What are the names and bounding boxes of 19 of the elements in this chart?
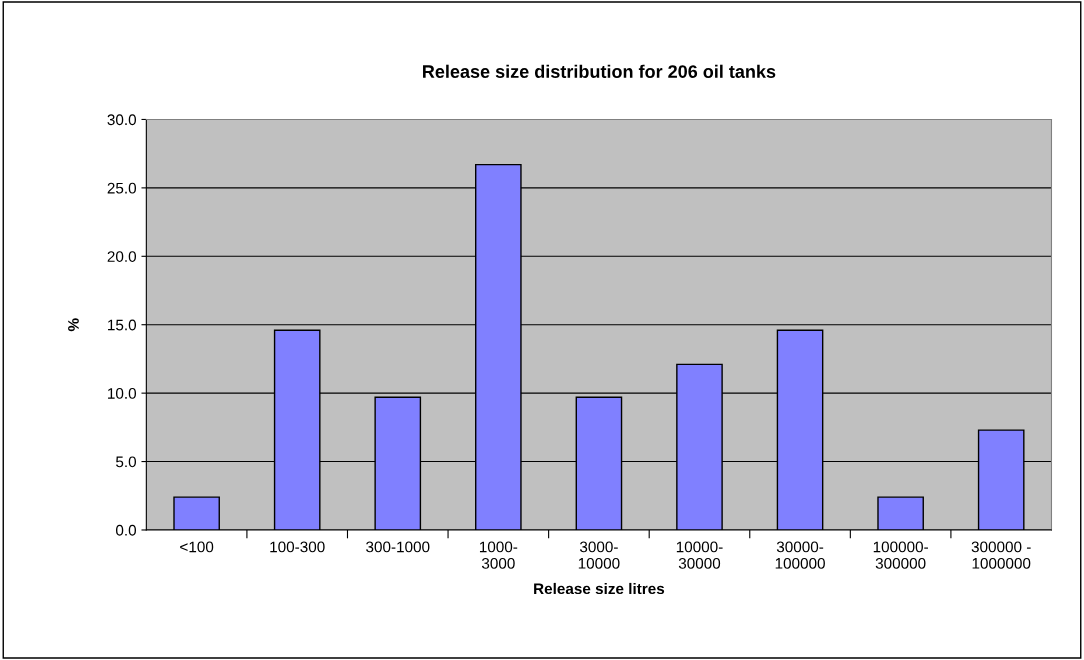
x-tick-label: 1000- 3000	[479, 541, 518, 569]
x-tick-label: 10000- 30000	[676, 541, 723, 569]
y-tick-label: 10.0	[108, 388, 137, 399]
x-tick-label: <100	[180, 541, 214, 553]
y-tick-label: 5.0	[115, 456, 137, 468]
x-axis-title: Release size litres	[534, 582, 665, 595]
x-tick-label: 300000 - 1000000	[971, 541, 1031, 569]
y-tick-label: 20.0	[107, 251, 137, 262]
x-tick-label: 30000- 100000	[775, 541, 825, 569]
x-tick-label: 300-1000	[366, 541, 430, 553]
chart-title: Release size distribution for 206 oil tanks	[423, 64, 776, 78]
y-tick-label: 30.0	[107, 114, 137, 126]
y-tick-label: 15.0	[108, 319, 137, 331]
x-tick-label: 3000- 10000	[578, 541, 620, 569]
x-tick-label: 100000- 300000	[873, 541, 928, 569]
y-axis-title: %	[68, 318, 79, 332]
y-tick-label: 25.0	[107, 182, 137, 194]
x-tick-label: 100-300	[270, 541, 325, 553]
y-tick-label: 0.0	[115, 524, 137, 536]
